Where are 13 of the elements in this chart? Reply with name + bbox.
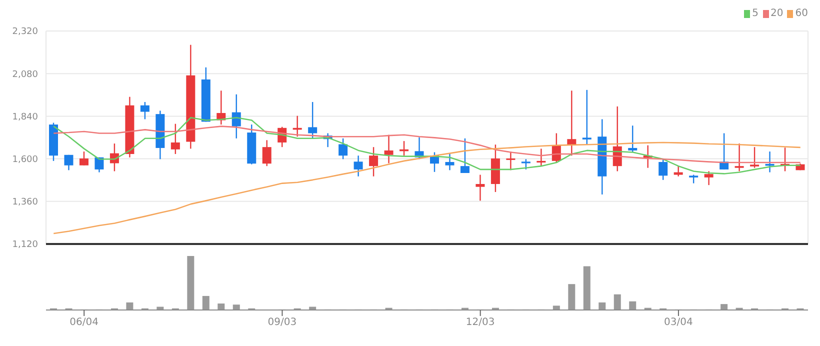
y-tick-label: 1,360: [12, 198, 38, 208]
x-tick-label: 06/04: [70, 317, 99, 328]
legend-label: 60: [795, 8, 808, 19]
legend-label: 20: [770, 8, 784, 19]
x-tick-label: 09/03: [268, 317, 297, 328]
x-tick-label: 12/03: [466, 317, 495, 328]
y-tick-label: 2,080: [12, 70, 38, 80]
legend-label: 5: [752, 8, 759, 19]
y-tick-label: 1,600: [12, 154, 38, 165]
y-tick-label: 1,840: [12, 112, 38, 122]
y-tick-label: 1,120: [12, 240, 38, 250]
x-tick-label: 03/04: [664, 317, 693, 328]
y-tick-label: 2,320: [12, 27, 38, 38]
